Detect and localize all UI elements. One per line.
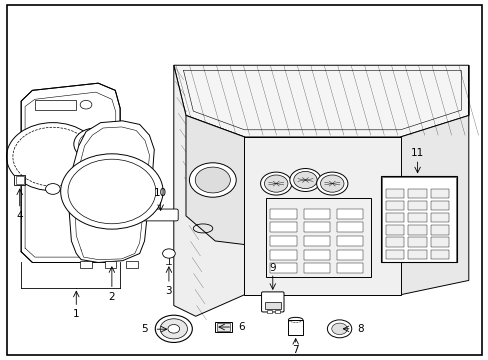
- Text: 2: 2: [108, 292, 115, 302]
- Text: 8: 8: [357, 324, 363, 334]
- Circle shape: [61, 154, 163, 229]
- Circle shape: [68, 159, 156, 224]
- Circle shape: [264, 175, 287, 192]
- Text: 1: 1: [73, 310, 80, 319]
- Bar: [430, 189, 448, 198]
- Bar: [336, 249, 363, 260]
- Bar: [303, 249, 330, 260]
- Circle shape: [167, 324, 179, 333]
- Bar: [407, 201, 426, 210]
- Polygon shape: [21, 83, 120, 262]
- Bar: [270, 249, 297, 260]
- Polygon shape: [400, 65, 468, 295]
- Bar: [126, 261, 138, 268]
- Circle shape: [155, 315, 192, 342]
- Bar: [407, 213, 426, 222]
- Polygon shape: [244, 137, 400, 295]
- Text: 7: 7: [292, 345, 298, 355]
- Bar: [216, 323, 230, 331]
- Circle shape: [195, 167, 230, 193]
- Bar: [430, 249, 448, 259]
- Bar: [381, 177, 455, 262]
- Text: 4: 4: [17, 211, 23, 221]
- Bar: [267, 310, 272, 314]
- Circle shape: [293, 171, 317, 189]
- Polygon shape: [173, 65, 244, 316]
- Bar: [270, 209, 297, 219]
- Bar: [16, 176, 23, 184]
- Bar: [430, 237, 448, 247]
- Bar: [303, 236, 330, 246]
- Bar: [336, 236, 363, 246]
- Bar: [385, 225, 404, 234]
- Bar: [336, 209, 363, 219]
- Bar: [275, 310, 280, 314]
- Circle shape: [289, 168, 321, 192]
- Bar: [104, 261, 116, 268]
- Circle shape: [74, 128, 118, 160]
- Text: 3: 3: [165, 286, 172, 296]
- Bar: [303, 209, 330, 219]
- Text: 9: 9: [269, 263, 276, 273]
- Bar: [264, 302, 280, 309]
- Bar: [303, 222, 330, 232]
- Circle shape: [45, 184, 60, 194]
- Bar: [35, 100, 76, 110]
- Bar: [270, 263, 297, 273]
- Bar: [266, 198, 370, 277]
- Bar: [336, 263, 363, 273]
- Polygon shape: [69, 121, 154, 262]
- Bar: [303, 263, 330, 273]
- Bar: [80, 261, 92, 268]
- Bar: [407, 237, 426, 247]
- Circle shape: [331, 323, 346, 334]
- Text: 10: 10: [154, 188, 167, 198]
- Circle shape: [316, 172, 347, 195]
- Circle shape: [320, 175, 343, 192]
- Bar: [270, 222, 297, 232]
- Circle shape: [327, 320, 351, 338]
- Bar: [270, 236, 297, 246]
- Bar: [385, 189, 404, 198]
- Bar: [407, 189, 426, 198]
- Bar: [407, 249, 426, 259]
- FancyBboxPatch shape: [142, 209, 178, 221]
- Bar: [407, 225, 426, 234]
- Bar: [385, 237, 404, 247]
- Circle shape: [160, 319, 187, 339]
- Text: 6: 6: [237, 322, 244, 332]
- Circle shape: [79, 132, 113, 157]
- Circle shape: [80, 100, 92, 109]
- Bar: [430, 225, 448, 234]
- Bar: [215, 321, 232, 332]
- Bar: [385, 249, 404, 259]
- Text: 11: 11: [410, 148, 424, 158]
- Circle shape: [13, 127, 93, 186]
- Circle shape: [260, 172, 291, 195]
- Polygon shape: [185, 116, 244, 244]
- Bar: [380, 176, 456, 262]
- Bar: [385, 201, 404, 210]
- Bar: [288, 320, 303, 335]
- Polygon shape: [173, 65, 468, 137]
- Bar: [385, 213, 404, 222]
- Text: 5: 5: [141, 324, 147, 334]
- Circle shape: [162, 249, 175, 258]
- Bar: [430, 213, 448, 222]
- Bar: [14, 175, 25, 185]
- Circle shape: [6, 123, 99, 191]
- Bar: [336, 222, 363, 232]
- Bar: [430, 201, 448, 210]
- FancyBboxPatch shape: [261, 292, 284, 312]
- Circle shape: [189, 163, 236, 197]
